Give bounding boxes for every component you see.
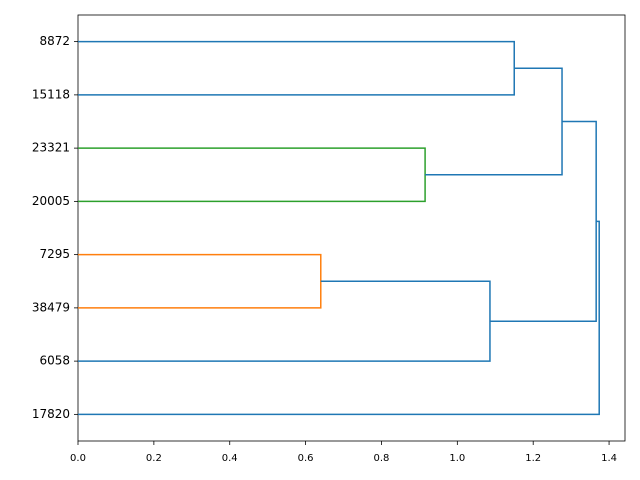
dendrogram-link [78,40,515,96]
leaf-label: 17820 [32,407,70,421]
dendrogram-link [78,253,322,309]
x-tick-label: 0.2 [146,453,162,464]
x-tick-label: 0.6 [298,453,314,464]
x-tick-label: 1.4 [601,453,617,464]
leaf-label: 38479 [32,300,70,314]
leaf-label: 20005 [32,194,70,208]
dendrogram-link [78,147,426,203]
x-tick-label: 1.0 [449,453,465,464]
leaf-label: 15118 [32,87,70,101]
x-tick-label: 1.2 [525,453,541,464]
dendrogram-link [78,220,600,416]
plot-frame [77,14,626,442]
dendrogram-link [489,120,597,322]
dendrogram-link [425,67,563,176]
x-tick-label: 0.0 [70,453,86,464]
leaf-label: 6058 [39,354,70,368]
dendrogram-link [78,280,491,362]
leaf-label: 8872 [39,34,70,48]
leaf-label: 23321 [32,141,70,155]
x-tick-label: 0.4 [222,453,238,464]
leaf-label: 7295 [39,247,70,261]
x-tick-label: 0.8 [374,453,390,464]
